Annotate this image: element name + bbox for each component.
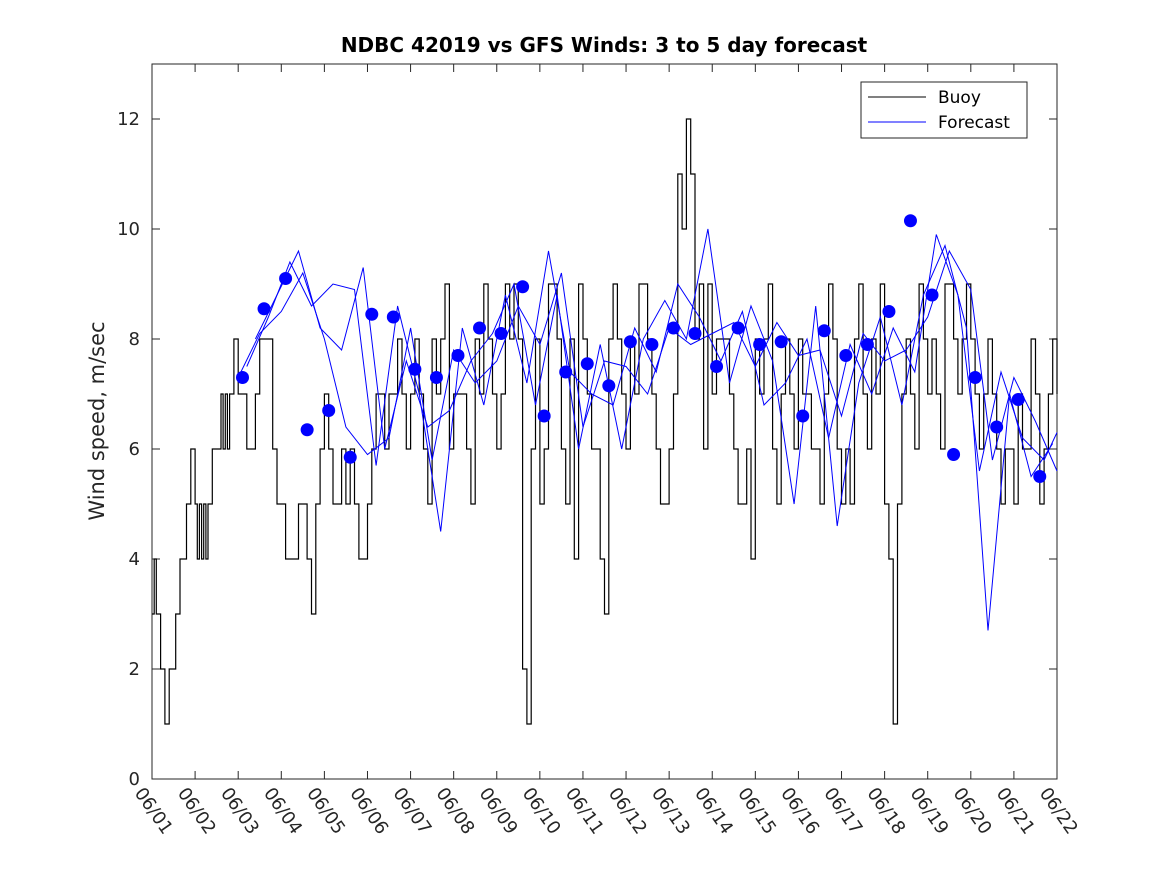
forecast-point bbox=[580, 357, 594, 371]
forecast-point bbox=[645, 338, 659, 351]
forecast-point bbox=[386, 310, 400, 324]
forecast-point bbox=[451, 349, 465, 362]
forecast-point bbox=[300, 423, 314, 437]
forecast-point bbox=[559, 365, 573, 379]
forecast-point bbox=[666, 321, 680, 335]
forecast-point bbox=[429, 371, 443, 384]
forecast-point bbox=[408, 362, 422, 376]
forecast-series-line bbox=[246, 234, 1058, 532]
legend-label-forecast: Forecast bbox=[938, 113, 1010, 133]
forecast-point bbox=[947, 448, 961, 461]
forecast-point bbox=[236, 371, 249, 384]
y-tick-label: 8 bbox=[129, 329, 140, 350]
legend-box bbox=[860, 81, 1028, 139]
forecast-point bbox=[1011, 393, 1025, 406]
buoy-series-line bbox=[152, 118, 1058, 725]
forecast-point bbox=[365, 307, 379, 321]
y-tick-label: 10 bbox=[117, 219, 140, 240]
forecast-series-line bbox=[237, 249, 1058, 472]
forecast-point bbox=[537, 409, 551, 423]
y-tick-label: 2 bbox=[129, 659, 140, 680]
forecast-point bbox=[753, 338, 767, 351]
forecast-point bbox=[710, 360, 724, 373]
y-tick-label: 12 bbox=[117, 109, 140, 130]
y-axis-label: Wind speed, m/sec bbox=[85, 321, 109, 520]
forecast-point bbox=[257, 302, 271, 316]
forecast-point bbox=[774, 335, 788, 349]
forecast-point bbox=[860, 338, 874, 351]
forecast-point bbox=[882, 305, 896, 318]
forecast-point bbox=[1033, 470, 1047, 483]
forecast-point bbox=[473, 321, 487, 335]
forecast-point bbox=[968, 371, 982, 384]
forecast-point bbox=[602, 379, 616, 393]
forecast-point bbox=[688, 327, 702, 340]
y-tick-label: 0 bbox=[129, 769, 140, 790]
forecast-point bbox=[494, 327, 508, 340]
forecast-point bbox=[343, 450, 357, 464]
forecast-point bbox=[279, 272, 293, 285]
forecast-point bbox=[903, 214, 917, 228]
forecast-point bbox=[839, 349, 853, 362]
forecast-point bbox=[990, 420, 1004, 434]
axes-box bbox=[151, 63, 1058, 780]
y-tick-label: 4 bbox=[129, 549, 140, 570]
forecast-point bbox=[731, 321, 745, 335]
legend-label-buoy: Buoy bbox=[938, 88, 981, 108]
forecast-point bbox=[796, 409, 810, 423]
forecast-point bbox=[623, 335, 637, 349]
forecast-point bbox=[925, 288, 939, 302]
chart-title: NDBC 42019 vs GFS Winds: 3 to 5 day fore… bbox=[341, 33, 868, 57]
y-tick-label: 6 bbox=[129, 439, 140, 460]
forecast-point bbox=[516, 280, 530, 294]
forecast-series-line bbox=[254, 228, 1054, 631]
legend: Buoy Forecast bbox=[860, 81, 1028, 139]
forecast-point bbox=[817, 324, 831, 338]
forecast-point bbox=[322, 404, 336, 417]
